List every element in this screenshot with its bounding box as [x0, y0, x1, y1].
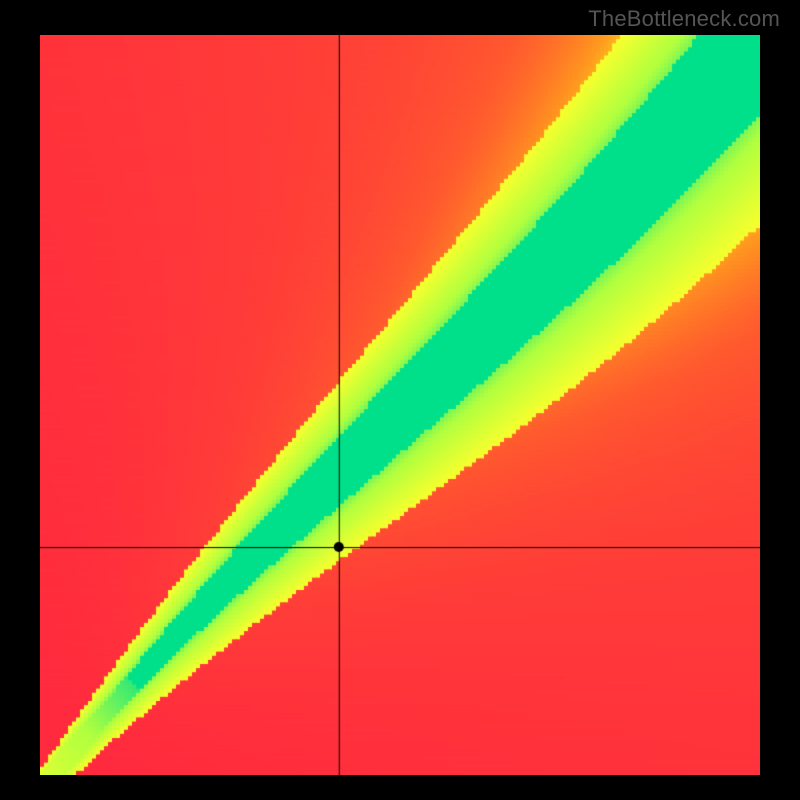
chart-container: TheBottleneck.com	[0, 0, 800, 800]
heatmap-plot	[40, 35, 760, 775]
watermark-text: TheBottleneck.com	[588, 6, 780, 32]
